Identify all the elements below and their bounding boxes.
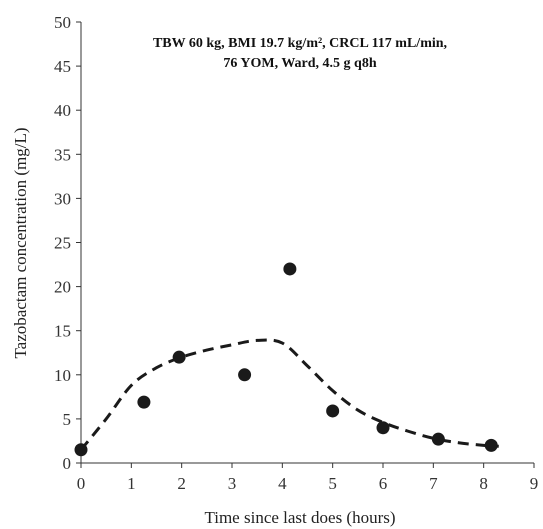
x-tick-label: 0	[77, 474, 86, 493]
observed-point	[238, 368, 252, 382]
observed-point	[326, 404, 340, 418]
y-tick-label: 35	[54, 145, 71, 164]
observed-point	[376, 421, 390, 435]
y-ticks: 0 5 10 15 20 25 30 35 40 45 50	[54, 13, 81, 473]
y-tick-label: 50	[54, 13, 71, 32]
x-ticks: 0 1 2 3 4 5 6 7 8 9	[77, 463, 539, 493]
x-tick-label: 5	[328, 474, 337, 493]
x-tick-label: 4	[278, 474, 287, 493]
observed-point	[283, 262, 297, 276]
y-tick-label: 0	[63, 454, 72, 473]
x-tick-label: 8	[479, 474, 488, 493]
y-tick-label: 5	[63, 410, 72, 429]
prediction-curve-group	[79, 338, 499, 451]
observed-point	[172, 350, 186, 364]
x-axis-title: Time since last does (hours)	[204, 508, 395, 527]
y-tick-label: 40	[54, 101, 71, 120]
y-axis-title: Tazobactam concentration (mg/L)	[11, 127, 30, 358]
axes	[80, 22, 534, 464]
observed-point	[484, 438, 498, 452]
x-tick-label: 6	[379, 474, 388, 493]
y-tick-label: 45	[54, 57, 71, 76]
observed-point	[431, 432, 445, 446]
annotation-line-1: TBW 60 kg, BMI 19.7 kg/m², CRCL 117 mL/m…	[153, 36, 447, 51]
annotation-line-2: 76 YOM, Ward, 4.5 g q8h	[223, 56, 376, 71]
y-tick-label: 20	[54, 278, 71, 297]
prediction-curve	[79, 338, 499, 451]
observed-points-group	[74, 262, 498, 457]
y-tick-label: 15	[54, 322, 71, 341]
x-tick-label: 9	[530, 474, 539, 493]
y-tick-label: 25	[54, 234, 71, 253]
y-tick-label: 10	[54, 366, 71, 385]
x-tick-label: 1	[127, 474, 136, 493]
x-tick-label: 7	[429, 474, 438, 493]
x-tick-label: 2	[177, 474, 186, 493]
x-tick-label: 3	[228, 474, 237, 493]
observed-point	[137, 395, 151, 409]
observed-point	[74, 443, 88, 457]
y-tick-label: 30	[54, 189, 71, 208]
